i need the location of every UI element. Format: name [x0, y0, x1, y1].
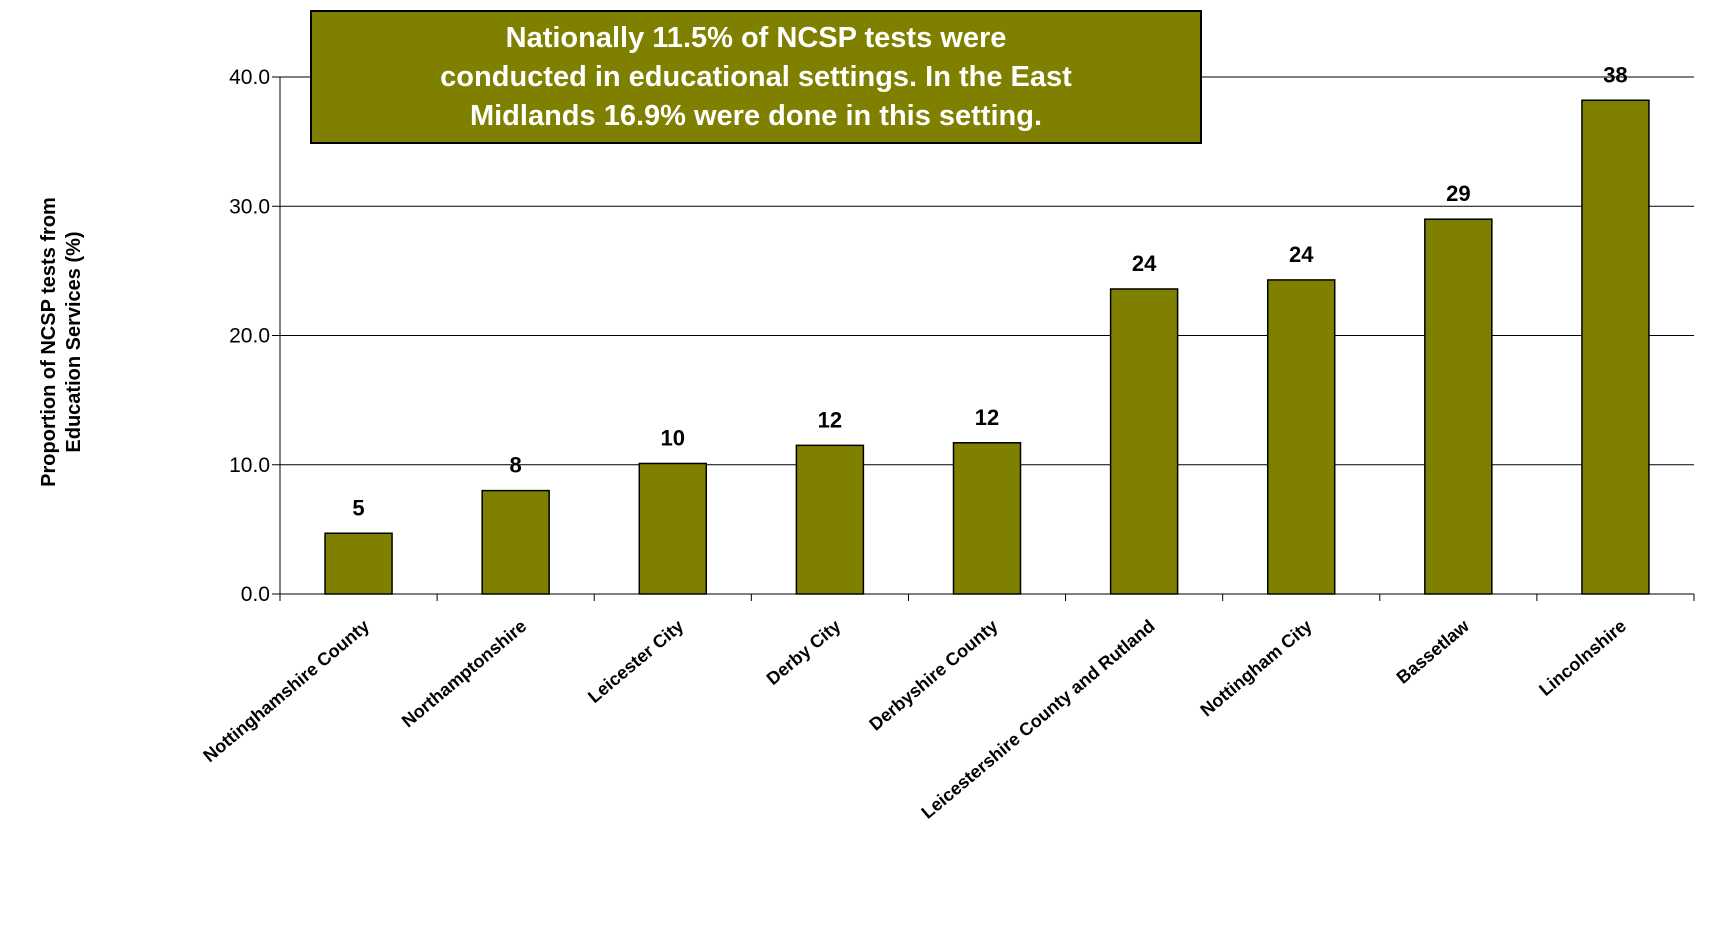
data-label: 38 — [1603, 62, 1627, 87]
category-label: Nottingham City — [1196, 616, 1315, 721]
y-axis-label: Proportion of NCSP tests from Education … — [0, 0, 110, 935]
data-label: 24 — [1289, 242, 1314, 267]
data-label: 24 — [1132, 251, 1157, 276]
annotation-line-3: Midlands 16.9% were done in this setting… — [469, 100, 1043, 132]
category-label: Derby City — [763, 616, 845, 689]
y-tick-label: 10.0 — [229, 454, 270, 477]
category-label: Bassetlaw — [1393, 615, 1474, 688]
bar — [1266, 279, 1336, 595]
category-label: Derbyshire County — [865, 616, 1001, 735]
bar — [1424, 218, 1493, 595]
bar — [1581, 99, 1650, 595]
bar — [638, 462, 708, 595]
data-label: 29 — [1446, 181, 1470, 206]
y-tick-label: 20.0 — [229, 325, 270, 348]
category-label: Leicester City — [584, 616, 687, 707]
y-tick-label: 40.0 — [229, 66, 270, 89]
bar — [795, 444, 865, 595]
data-label: 10 — [661, 425, 685, 450]
category-label: Lincolnshire — [1535, 616, 1630, 700]
bar — [324, 532, 393, 595]
annotation-box: Nationally 11.5% of NCSP tests were cond… — [310, 10, 1202, 144]
category-label: Nottinghamshire County — [199, 616, 373, 766]
data-label: 12 — [975, 405, 999, 430]
category-label: Northamptonshire — [398, 616, 530, 732]
y-tick-label: 0.0 — [241, 583, 270, 606]
annotation-line-2: conducted in educational settings. In th… — [440, 61, 1072, 93]
annotation-line-1: Nationally 11.5% of NCSP tests were — [505, 22, 1007, 54]
y-axis-label-line-2: Education Services (%) — [63, 231, 85, 453]
bar — [952, 442, 1022, 595]
y-axis-label-line-1: Proportion of NCSP tests from — [38, 197, 60, 487]
data-label: 8 — [510, 453, 522, 478]
y-tick-label: 30.0 — [229, 195, 270, 218]
data-label: 12 — [818, 407, 842, 432]
data-label: 5 — [352, 495, 364, 520]
bar — [1109, 288, 1179, 595]
bar — [481, 489, 550, 595]
